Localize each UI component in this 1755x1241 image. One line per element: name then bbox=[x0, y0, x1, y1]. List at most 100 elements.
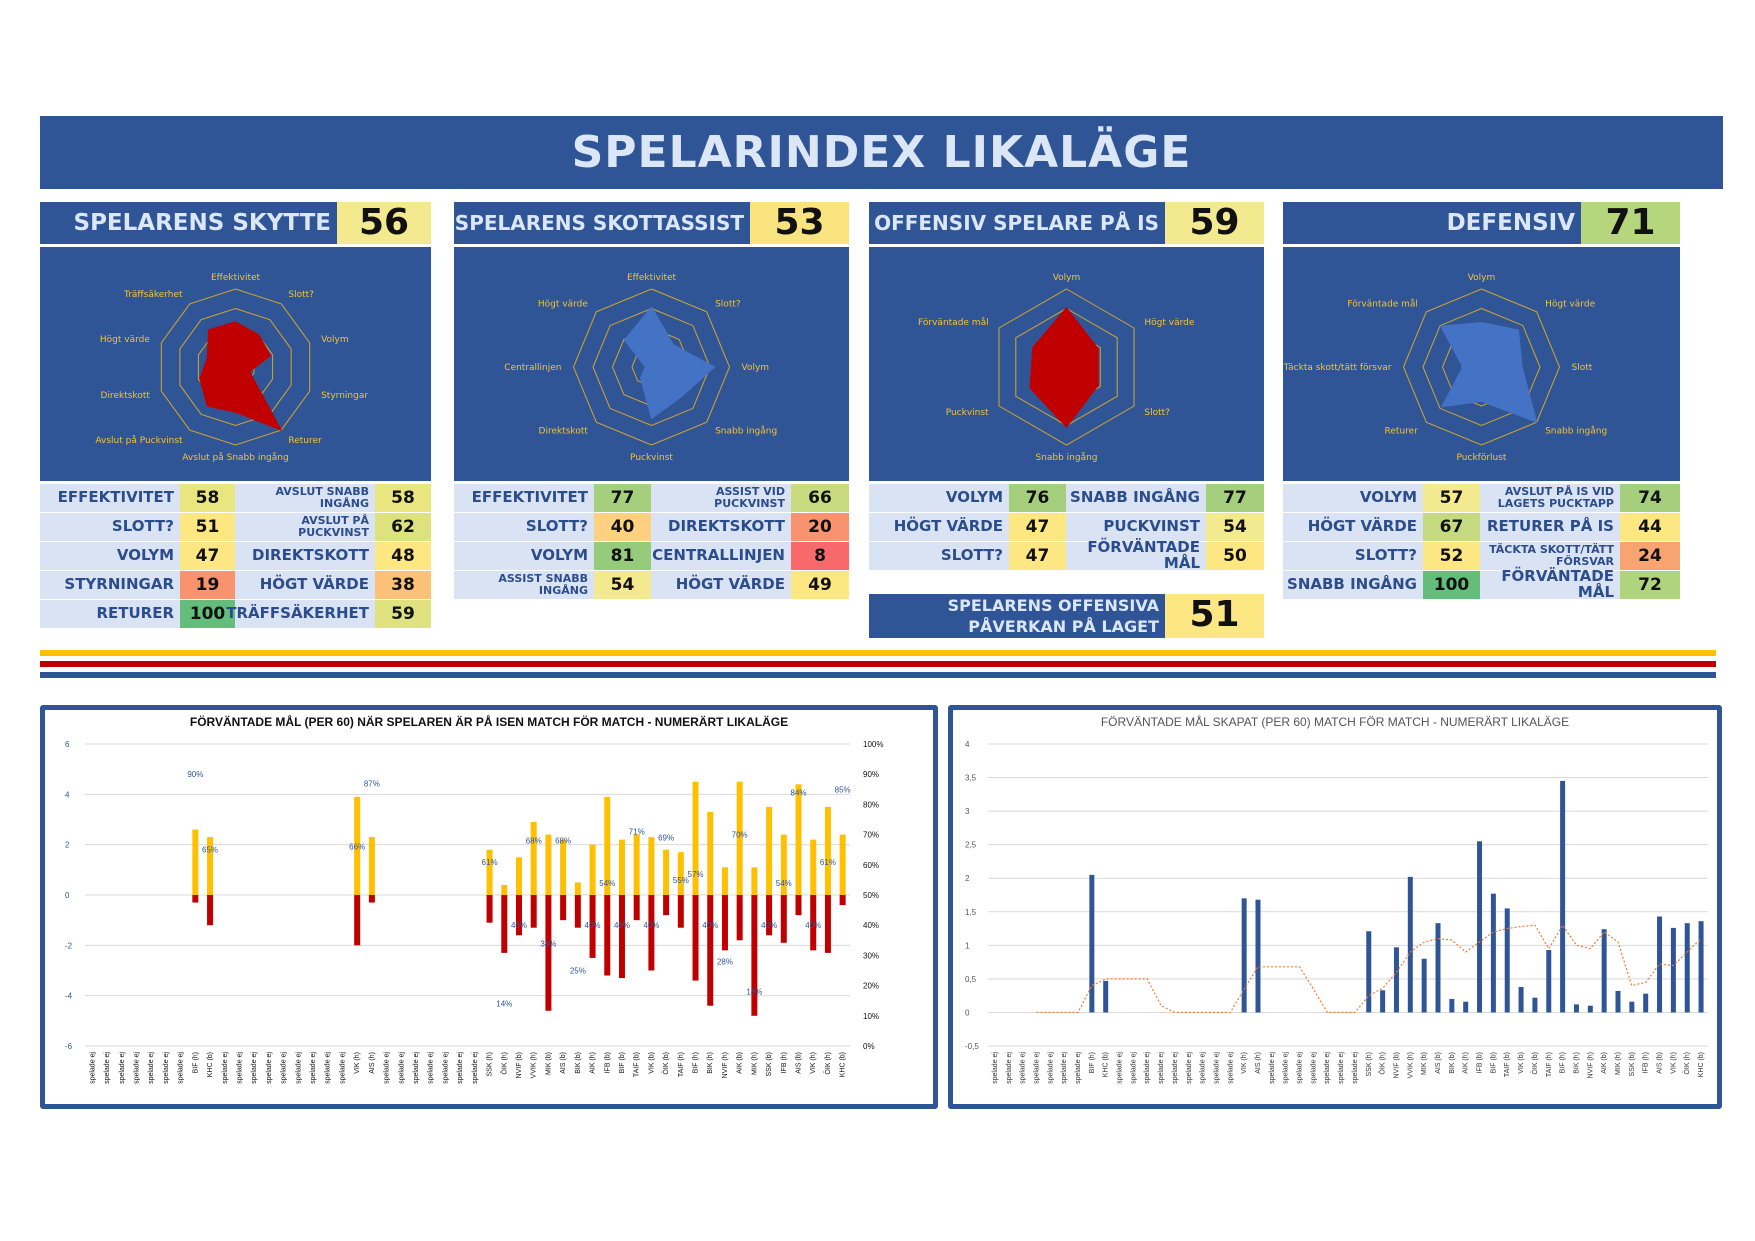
y2-tick-label: 30% bbox=[863, 951, 879, 960]
pct-label: 40% bbox=[805, 921, 821, 930]
radar-label: Högt värde bbox=[100, 335, 150, 345]
stat-label: VOLYM bbox=[1283, 484, 1423, 512]
bar-xg bbox=[1393, 947, 1399, 1013]
stat-value: 100 bbox=[180, 600, 235, 628]
radar-label: Puckvinst bbox=[946, 408, 989, 418]
bar-xg bbox=[1477, 841, 1483, 1013]
stat-label: CENTRALLINJEN bbox=[651, 542, 791, 570]
x-tick-label: IFB (h) bbox=[1643, 1052, 1650, 1073]
x-tick-label: AIS (h) bbox=[1255, 1052, 1262, 1074]
bar-xg bbox=[1518, 986, 1524, 1013]
stat-value: 50 bbox=[1206, 542, 1264, 570]
x-tick-label: BIF (h) bbox=[1089, 1052, 1096, 1073]
stat-value: 24 bbox=[1620, 542, 1680, 570]
stat-label: RETURER bbox=[40, 600, 180, 628]
x-tick-label: spelade ej bbox=[1047, 1052, 1054, 1084]
bar-xg bbox=[1255, 899, 1261, 1013]
trend-line bbox=[1036, 924, 1702, 1013]
panel-title-defensiv: DEFENSIV bbox=[1283, 202, 1581, 244]
stat-value: 77 bbox=[1206, 484, 1264, 512]
stripe-red bbox=[40, 661, 1716, 667]
x-tick-label: NVIF (h) bbox=[1587, 1052, 1594, 1078]
stat-value: 100 bbox=[1423, 571, 1480, 599]
bar-against bbox=[751, 895, 758, 1016]
pct-label: 85% bbox=[835, 785, 851, 794]
radar-label: Volym bbox=[321, 335, 349, 345]
x-tick-label: spelade ej bbox=[428, 1052, 435, 1084]
x-tick-label: AIS (h) bbox=[369, 1052, 376, 1074]
x-tick-label: ÖIK (h) bbox=[1379, 1052, 1387, 1075]
chart-title-xg-created: FÖRVÄNTADE MÅL SKAPAT (PER 60) MATCH FÖR… bbox=[1100, 715, 1570, 729]
x-tick-label: spelade ej bbox=[251, 1052, 258, 1084]
x-tick-label: TAIF (b) bbox=[1504, 1052, 1511, 1077]
stat-label: VOLYM bbox=[869, 484, 1009, 512]
stat-value: 48 bbox=[375, 542, 431, 570]
bar-for bbox=[692, 781, 699, 895]
radar-label: Träffsäkerhet bbox=[123, 290, 183, 300]
x-tick-label: BIK (h) bbox=[1573, 1052, 1580, 1074]
radar-label: Returer bbox=[1385, 427, 1419, 437]
x-tick-label: spelade ej bbox=[1338, 1052, 1345, 1084]
stat-value: 81 bbox=[594, 542, 651, 570]
pct-label: 14% bbox=[496, 1000, 512, 1009]
y2-tick-label: 80% bbox=[863, 800, 879, 809]
stat-value: 74 bbox=[1620, 484, 1680, 512]
y-tick-label: 0 bbox=[965, 1008, 970, 1017]
stat-label: TRÄFFSÄKERHET bbox=[226, 600, 375, 628]
x-tick-label: AIS (b) bbox=[1657, 1052, 1664, 1074]
bar-xg bbox=[1241, 898, 1247, 1013]
x-tick-label: MIK (b) bbox=[1421, 1052, 1428, 1075]
bar-for bbox=[560, 839, 567, 895]
x-tick-label: IFB (b) bbox=[1477, 1052, 1484, 1073]
radar-label: Snabb ingång bbox=[1035, 452, 1097, 463]
x-tick-label: spelade ej bbox=[1283, 1052, 1290, 1084]
stat-value: 44 bbox=[1620, 513, 1680, 541]
radar-label: Styrningar bbox=[321, 391, 368, 401]
bar-xg bbox=[1629, 1001, 1635, 1013]
pct-label: 40% bbox=[511, 921, 527, 930]
radar-area-offensiv bbox=[1029, 306, 1099, 428]
stat-label: HÖGT VÄRDE bbox=[235, 571, 375, 599]
stat-label: DIREKTSKOTT bbox=[651, 513, 791, 541]
bar-for bbox=[824, 806, 831, 895]
radar-area-defensiv bbox=[1439, 321, 1538, 424]
bar-for bbox=[663, 849, 670, 895]
x-tick-label: SSK (b) bbox=[1629, 1052, 1636, 1077]
radar-label: Slott bbox=[1572, 363, 1593, 373]
stat-label: SNABB INGÅNG bbox=[1066, 484, 1206, 512]
x-tick-label: AIK (b) bbox=[1601, 1052, 1608, 1074]
x-tick-label: ÖIK (h) bbox=[824, 1052, 832, 1075]
chart-title-xg-on-ice: FÖRVÄNTADE MÅL (PER 60) NÄR SPELAREN ÄR … bbox=[189, 715, 789, 729]
x-tick-label: NVIF (b) bbox=[516, 1052, 523, 1078]
radar-label: Slott? bbox=[288, 290, 314, 300]
x-tick-label: VIK (b) bbox=[1518, 1052, 1525, 1074]
bar-xg bbox=[1573, 1004, 1579, 1013]
radar-label: Direktskott bbox=[101, 391, 151, 401]
bar-against bbox=[810, 895, 817, 951]
radar-label: Volym bbox=[742, 363, 770, 373]
x-tick-label: spelade ej bbox=[133, 1052, 140, 1084]
radar-label: Volym bbox=[1468, 273, 1496, 283]
x-tick-label: MIK (h) bbox=[751, 1052, 758, 1075]
y2-tick-label: 100% bbox=[863, 740, 883, 749]
stat-label: STYRNINGAR bbox=[40, 571, 180, 599]
bar-against bbox=[692, 895, 699, 981]
x-tick-label: KHC (b) bbox=[1103, 1052, 1110, 1077]
x-tick-label: spelade ej bbox=[119, 1052, 126, 1084]
pct-label: 68% bbox=[555, 837, 571, 846]
x-tick-label: spelade ej bbox=[1352, 1052, 1359, 1084]
y2-tick-label: 70% bbox=[863, 831, 879, 840]
x-tick-label: BIK (b) bbox=[1449, 1052, 1456, 1074]
bar-against bbox=[839, 895, 846, 906]
stat-label: EFFEKTIVITET bbox=[40, 484, 180, 512]
stat-value: 47 bbox=[1009, 542, 1066, 570]
y-tick-label: -0,5 bbox=[965, 1042, 979, 1051]
bar-xg bbox=[1601, 929, 1607, 1013]
stat-value: 8 bbox=[791, 542, 849, 570]
radar-label: Puckvinst bbox=[630, 453, 673, 463]
offensive-impact-score: 51 bbox=[1165, 594, 1264, 638]
bar-xg bbox=[1546, 950, 1552, 1013]
bar-xg bbox=[1560, 780, 1566, 1013]
x-tick-label: spelade ej bbox=[104, 1052, 111, 1084]
bar-against bbox=[721, 895, 728, 951]
